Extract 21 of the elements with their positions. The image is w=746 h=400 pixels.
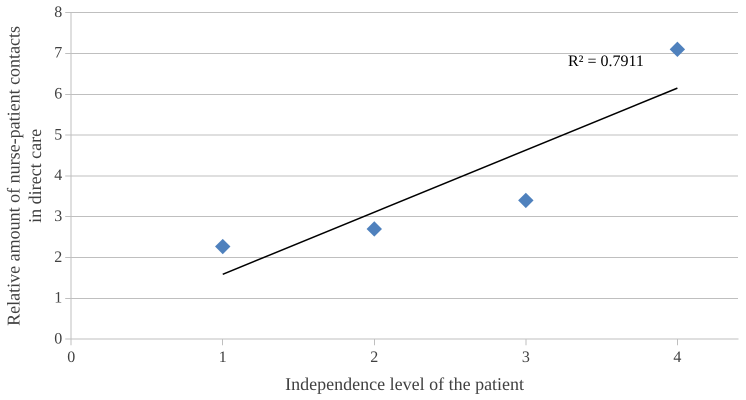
annotation: R² = 0.7911 xyxy=(568,53,644,70)
y-axis-title: Relative amount of nurse-patient contacts in direct care xyxy=(4,26,46,326)
y-tick-label: 4 xyxy=(54,167,62,184)
point xyxy=(518,192,534,208)
point xyxy=(215,239,230,254)
x-tick-label: 4 xyxy=(673,349,682,366)
y-tick-label: 5 xyxy=(54,126,62,144)
y-tick-label: 1 xyxy=(54,290,62,307)
y-tick-label: 8 xyxy=(54,4,62,21)
x-axis-title: Independence level of the patient xyxy=(285,374,524,394)
x-tick-label: 1 xyxy=(218,349,227,366)
y-tick-label: 2 xyxy=(54,248,62,266)
x-tick-label: 3 xyxy=(522,349,530,366)
y-tick-label: 7 xyxy=(54,44,62,62)
y-tick-label: 0 xyxy=(54,330,62,348)
y-tick-label: 3 xyxy=(54,208,62,225)
point xyxy=(366,221,382,236)
point xyxy=(670,42,685,57)
x-tick-label: 0 xyxy=(67,349,76,366)
y-tick-label: 6 xyxy=(54,85,62,102)
x-tick-label: 2 xyxy=(370,349,378,366)
